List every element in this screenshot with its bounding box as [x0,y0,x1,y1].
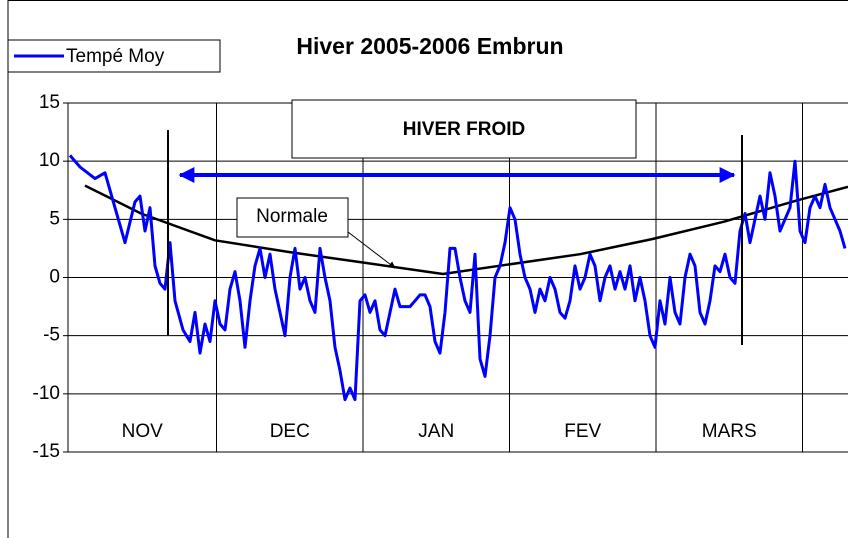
y-tick-label: -10 [33,383,60,404]
x-tick-label: JAN [418,421,454,442]
y-tick-label: 0 [49,267,60,288]
y-tick-label: -15 [33,441,60,462]
annotation-box [291,99,637,159]
annotation-arrow [347,231,396,269]
x-tick-label: FEV [564,421,601,442]
y-tick-label: 10 [39,150,60,171]
x-tick-label: NOV [122,421,164,442]
series-line [68,154,847,402]
x-tick-label: MARS [702,421,757,442]
legend: Tempé Moy [7,39,221,73]
x-tick-label: DEC [270,421,310,442]
annotation: HIVER FROID [403,119,525,140]
annotation-box [236,197,349,238]
chart-title: Hiver 2005-2006 Embrun [296,33,563,59]
y-tick-label: -5 [43,325,60,346]
annotations: HIVER FROID Normale [167,99,743,345]
annotation: Normale [256,206,328,227]
y-tick-label: 15 [39,92,60,113]
y-tick-label: 5 [49,208,60,229]
series-line [84,184,848,276]
legend-label: Tempé Moy [66,46,165,67]
